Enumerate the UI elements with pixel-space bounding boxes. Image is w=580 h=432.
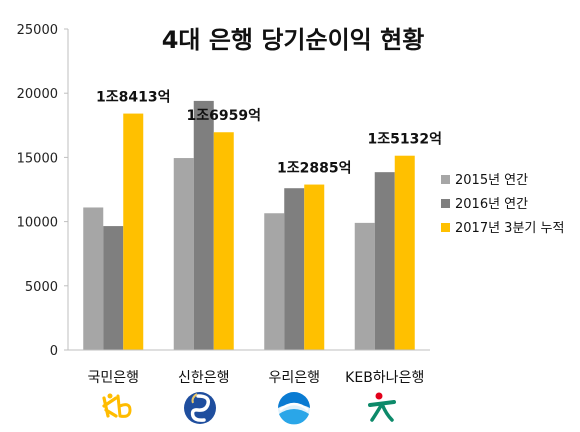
bar-2-0 bbox=[264, 213, 285, 350]
kb-logo-icon bbox=[102, 393, 132, 418]
bar-1-2 bbox=[213, 132, 234, 350]
data-label: 1조8413억 bbox=[96, 90, 170, 106]
y-tick-label: 10000 bbox=[17, 216, 58, 231]
data-label: 1조5132억 bbox=[368, 132, 442, 148]
bar-1-0 bbox=[173, 158, 194, 350]
y-tick-label: 15000 bbox=[17, 151, 58, 166]
category-label: KEB하나은행 bbox=[345, 370, 424, 386]
legend-swatch bbox=[441, 199, 450, 208]
y-tick-label: 20000 bbox=[17, 87, 58, 102]
bar-0-2 bbox=[123, 113, 144, 350]
bar-2-2 bbox=[304, 184, 325, 350]
chart-title: 4대 은행 당기순이익 현황 bbox=[162, 26, 425, 54]
data-label: 1조6959억 bbox=[187, 108, 261, 124]
bar-3-1 bbox=[374, 172, 395, 350]
legend-label: 2015년 연간 bbox=[455, 173, 528, 188]
bar-2-1 bbox=[284, 188, 305, 350]
legend-label: 2016년 연간 bbox=[455, 197, 528, 212]
y-tick-label: 5000 bbox=[25, 280, 58, 295]
y-tick-label: 25000 bbox=[17, 23, 58, 38]
category-label: 국민은행 bbox=[87, 370, 139, 386]
bar-0-0 bbox=[83, 207, 104, 350]
hana-logo-icon bbox=[368, 392, 396, 422]
legend-swatch bbox=[441, 175, 450, 184]
bar-0-1 bbox=[103, 226, 124, 350]
woori-logo-icon bbox=[278, 392, 310, 425]
shinhan-logo-icon bbox=[184, 392, 216, 424]
y-tick-label: 0 bbox=[50, 344, 58, 359]
bar-3-0 bbox=[354, 222, 375, 350]
bar-3-2 bbox=[394, 155, 415, 350]
legend-swatch bbox=[441, 223, 450, 232]
data-label: 1조2885억 bbox=[277, 161, 351, 177]
bar-1-1 bbox=[193, 100, 214, 351]
category-label: 신한은행 bbox=[178, 370, 230, 386]
category-label: 우리은행 bbox=[268, 370, 320, 386]
legend-label: 2017년 3분기 누적 bbox=[455, 221, 564, 236]
